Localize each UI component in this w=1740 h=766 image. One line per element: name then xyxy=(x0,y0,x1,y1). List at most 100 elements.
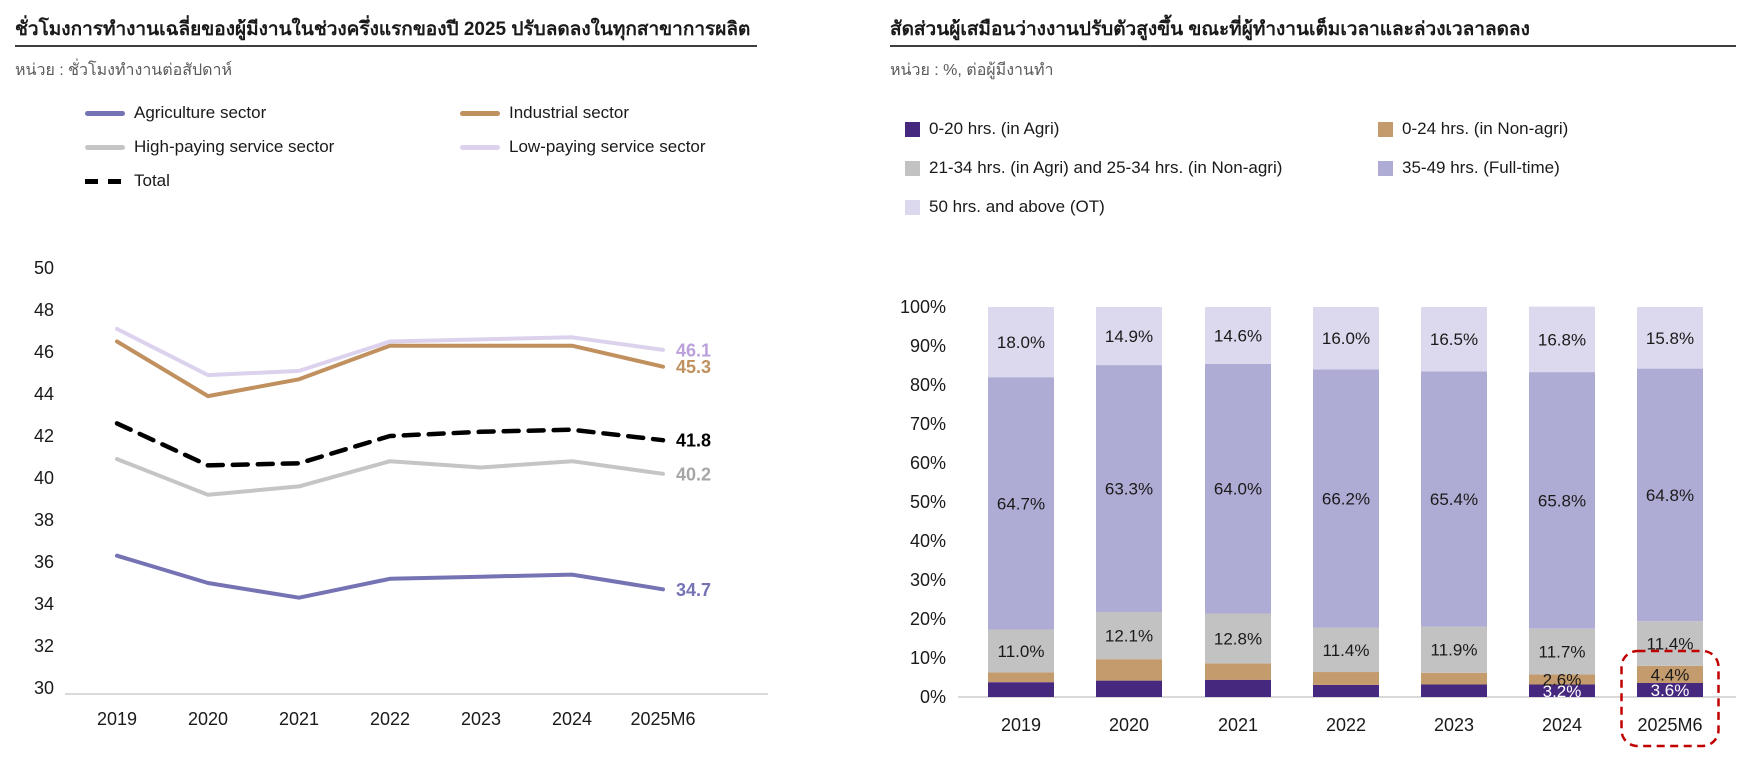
hrs-35-49-swatch xyxy=(1378,160,1393,176)
bar-segment-0-20-hrs-in-agri xyxy=(1637,683,1703,697)
bar-value-label: 3.2% xyxy=(1543,682,1582,701)
y-tick-label: 100% xyxy=(900,297,946,317)
industrial-line-swatch xyxy=(460,110,500,116)
hrs-0-20-swatch xyxy=(905,121,920,137)
bar-segment-21-34-hrs-in-agri-and-25-34-hrs-in-non-agri xyxy=(1205,613,1271,664)
bar-segment-21-34-hrs-in-agri-and-25-34-hrs-in-non-agri xyxy=(1637,621,1703,666)
bar-segment-21-34-hrs-in-agri-and-25-34-hrs-in-non-agri xyxy=(988,629,1054,673)
x-axis-label: 2019 xyxy=(1001,715,1041,735)
legend-label: High-paying service sector xyxy=(134,137,335,156)
x-axis-label: 2023 xyxy=(461,709,501,729)
bar-value-label: 4.4% xyxy=(1651,665,1690,684)
bar-value-label: 64.8% xyxy=(1646,486,1694,505)
y-tick-label: 0% xyxy=(920,687,946,707)
bar-value-label: 11.4% xyxy=(1323,641,1370,660)
legend-item-total: Total xyxy=(85,171,170,191)
bar-value-label: 65.4% xyxy=(1430,490,1478,509)
left-title-rule xyxy=(15,45,757,47)
legend-item-0-24-nonagri: 0-24 hrs. (in Non-agri) xyxy=(1378,119,1568,139)
y-tick-label: 40 xyxy=(34,468,54,488)
bar-2024: 3.2%2.6% 11.7% 65.8% 16.8% xyxy=(1529,306,1595,701)
work-hours-share-bar-chart: 100% 90% 80% 70% 60% 50% 40% 30% 20% 10% 0% 11.0% 64… xyxy=(900,297,1736,748)
highlight-dashed-box xyxy=(1620,649,1720,748)
legend-label: Industrial sector xyxy=(509,103,629,122)
x-axis-label: 2025M6 xyxy=(630,709,695,729)
x-axis-label: 2025M6 xyxy=(1637,715,1702,735)
bar-segment-0-24-hrs-in-non-agri xyxy=(1529,674,1595,685)
x-axis-label: 2019 xyxy=(97,709,137,729)
bar-value-label: 11.4% xyxy=(1647,635,1694,654)
bar-segment-0-24-hrs-in-non-agri xyxy=(1421,672,1487,685)
bar-value-label: 11.0% xyxy=(998,642,1045,661)
x-axis-label: 2020 xyxy=(188,709,228,729)
bar-value-label: 18.0% xyxy=(997,333,1045,352)
left-chart-unit: หน่วย : ชั่วโมงทำงานต่อสัปดาห์ xyxy=(15,62,233,79)
y-tick-label: 32 xyxy=(34,636,54,656)
y-tick-label: 34 xyxy=(34,594,54,614)
bar-value-label: 12.8% xyxy=(1214,630,1262,649)
y-tick-label: 30% xyxy=(910,570,946,590)
bar-2021: 12.8% 64.0% 14.6% xyxy=(1205,307,1271,697)
bar-segment-21-34-hrs-in-agri-and-25-34-hrs-in-non-agri xyxy=(1421,626,1487,673)
bar-segment-50-hrs-and-above-ot xyxy=(988,307,1054,378)
right-chart-unit: หน่วย : %, ต่อผู้มีงานทำ xyxy=(890,62,1054,79)
y-tick-label: 20% xyxy=(910,609,946,629)
end-value-label-total: 41.8 xyxy=(676,431,711,451)
x-axis-label: 2024 xyxy=(552,709,592,729)
bar-segment-0-24-hrs-in-non-agri xyxy=(1205,663,1271,680)
legend-label: Agriculture sector xyxy=(134,103,267,122)
legend-label: 21-34 hrs. (in Agri) and 25-34 hrs. (in … xyxy=(929,158,1283,177)
end-value-label-industrial-sector: 45.3 xyxy=(676,357,711,377)
y-tick-label: 10% xyxy=(910,648,946,668)
bar-segment-21-34-hrs-in-agri-and-25-34-hrs-in-non-agri xyxy=(1529,628,1595,675)
right-chart-title: สัดส่วนผู้เสมือนว่างงานปรับตัวสูงขึ้น ขณ… xyxy=(890,19,1530,40)
y-tick-label: 80% xyxy=(910,375,946,395)
x-axis-label: 2021 xyxy=(279,709,319,729)
line-series-agriculture-sector xyxy=(115,553,665,600)
bar-segment-0-20-hrs-in-agri xyxy=(988,682,1054,697)
y-tick-label: 38 xyxy=(34,510,54,530)
working-hours-line-chart: 50 48 46 44 42 40 38 36 34 32 30 2019 2020 2021 2022 20… xyxy=(34,258,768,729)
legend-item-agriculture: Agriculture sector xyxy=(85,103,266,123)
y-tick-label: 40% xyxy=(910,531,946,551)
end-value-label-low-paying-service-sector: 46.1 xyxy=(676,340,711,360)
bar-segment-0-20-hrs-in-agri xyxy=(1421,684,1487,697)
left-chart-title: ชั่วโมงการทำงานเฉลี่ยของผู้มีงานในช่วงคร… xyxy=(15,19,751,40)
bar-value-label: 2.6% xyxy=(1543,670,1582,689)
bar-value-label: 16.8% xyxy=(1538,330,1586,349)
agriculture-line-swatch xyxy=(85,110,125,116)
bar-value-label: 3.6% xyxy=(1651,681,1690,700)
bar-value-label: 12.1% xyxy=(1105,627,1153,646)
bar-segment-35-49-hrs-full-time xyxy=(1421,371,1487,627)
bar-segment-0-20-hrs-in-agri xyxy=(1313,684,1379,697)
bar-2022: 11.4% 66.2% 16.0% xyxy=(1313,307,1379,697)
legend-label: Low-paying service sector xyxy=(509,137,706,156)
y-tick-label: 70% xyxy=(910,414,946,434)
y-tick-label: 50 xyxy=(34,258,54,278)
bar-segment-50-hrs-and-above-ot xyxy=(1205,307,1271,364)
bar-value-label: 16.0% xyxy=(1322,329,1370,348)
bar-segment-0-20-hrs-in-agri xyxy=(1205,679,1271,697)
y-tick-label: 30 xyxy=(34,678,54,698)
hrs-21-34-swatch xyxy=(905,160,920,176)
legend-item-high-paying: High-paying service sector xyxy=(85,137,334,157)
bar-segment-0-24-hrs-in-non-agri xyxy=(988,672,1054,683)
end-value-label-agriculture-sector: 34.7 xyxy=(676,580,711,600)
bar-segment-50-hrs-and-above-ot xyxy=(1096,307,1162,366)
bar-segment-35-49-hrs-full-time xyxy=(1529,372,1595,629)
bar-value-label: 14.9% xyxy=(1105,327,1153,346)
legend-item-0-20-agri: 0-20 hrs. (in Agri) xyxy=(905,119,1059,139)
bar-segment-0-24-hrs-in-non-agri xyxy=(1637,665,1703,683)
line-series-high-paying-service-sector xyxy=(115,457,665,497)
bar-2023: 11.9% 65.4% 16.5% xyxy=(1421,307,1487,697)
y-tick-label: 50% xyxy=(910,492,946,512)
line-series-industrial-sector xyxy=(115,339,665,399)
right-title-rule xyxy=(890,45,1736,47)
y-tick-label: 44 xyxy=(34,384,54,404)
y-tick-label: 48 xyxy=(34,300,54,320)
low-paying-line-swatch xyxy=(460,144,500,150)
bar-value-label: 63.3% xyxy=(1105,480,1153,499)
x-axis-label: 2022 xyxy=(1326,715,1366,735)
bar-2020: 12.1% 63.3% 14.9% xyxy=(1096,307,1162,697)
